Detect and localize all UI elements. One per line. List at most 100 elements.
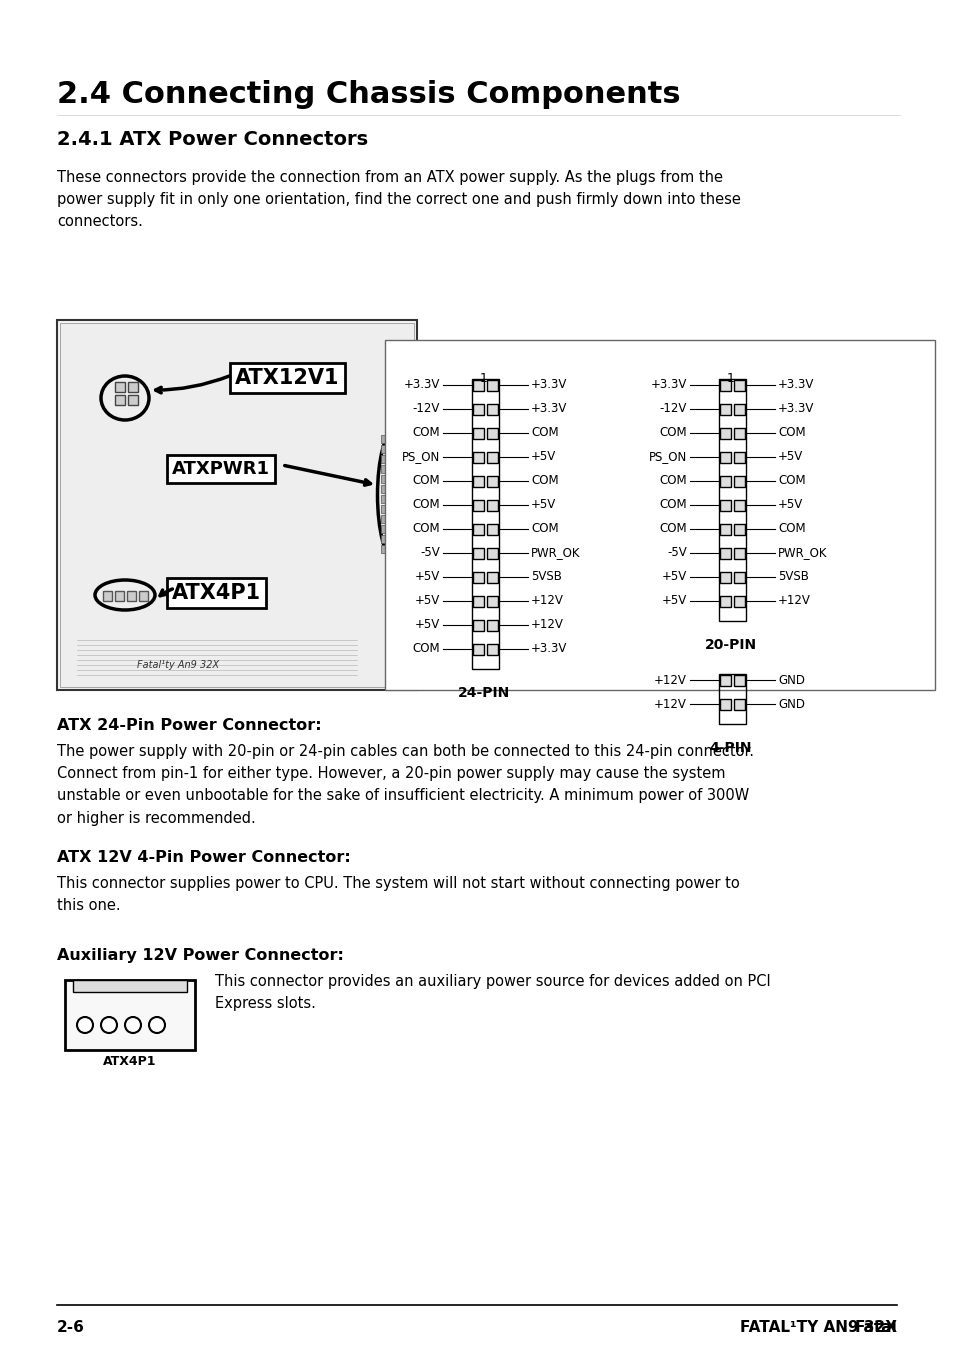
Bar xyxy=(473,429,483,439)
Text: +5V: +5V xyxy=(531,450,556,464)
Text: COM: COM xyxy=(412,499,439,511)
Bar xyxy=(733,675,744,685)
Text: COM: COM xyxy=(659,426,686,439)
Text: +5V: +5V xyxy=(778,450,802,464)
Text: 1: 1 xyxy=(479,372,487,385)
Circle shape xyxy=(149,1017,165,1033)
Text: 2-6: 2-6 xyxy=(57,1320,85,1334)
Bar xyxy=(733,380,744,391)
Text: +12V: +12V xyxy=(778,595,810,607)
Text: ATX4P1: ATX4P1 xyxy=(103,1055,156,1068)
Bar xyxy=(473,572,483,583)
Text: GND: GND xyxy=(778,698,804,711)
Bar xyxy=(390,495,396,503)
Bar xyxy=(486,452,497,462)
Bar xyxy=(486,404,497,415)
Text: -5V: -5V xyxy=(666,546,686,560)
Text: PS_ON: PS_ON xyxy=(401,450,439,464)
Bar xyxy=(733,476,744,487)
Bar xyxy=(720,404,730,415)
Bar xyxy=(733,596,744,607)
Bar xyxy=(720,500,730,511)
Bar xyxy=(486,500,497,511)
Text: +3.3V: +3.3V xyxy=(403,379,439,392)
Text: +5V: +5V xyxy=(415,595,439,607)
Text: +5V: +5V xyxy=(661,571,686,584)
Text: COM: COM xyxy=(531,522,558,535)
Bar xyxy=(390,465,396,473)
Bar xyxy=(486,596,497,607)
Text: FATAL¹TY AN9 32X: FATAL¹TY AN9 32X xyxy=(740,1320,896,1334)
Bar xyxy=(720,452,730,462)
Bar xyxy=(380,515,388,523)
Bar xyxy=(57,320,416,690)
Bar xyxy=(486,572,497,583)
Text: Fatal: Fatal xyxy=(853,1320,896,1334)
Bar xyxy=(733,525,744,535)
Text: 20-PIN: 20-PIN xyxy=(704,638,757,652)
Text: 4-PIN: 4-PIN xyxy=(709,741,752,754)
Text: COM: COM xyxy=(659,499,686,511)
Bar xyxy=(720,572,730,583)
Bar xyxy=(486,429,497,439)
Bar xyxy=(115,395,125,406)
Bar xyxy=(720,476,730,487)
Bar xyxy=(380,445,388,453)
Bar xyxy=(473,380,483,391)
Bar xyxy=(486,476,497,487)
Bar xyxy=(473,452,483,462)
Bar xyxy=(486,525,497,535)
Bar xyxy=(720,596,730,607)
Bar xyxy=(380,435,388,443)
Text: COM: COM xyxy=(778,426,804,439)
Text: Auxiliary 12V Power Connector:: Auxiliary 12V Power Connector: xyxy=(57,948,343,963)
Text: +3.3V: +3.3V xyxy=(531,403,567,415)
Text: This connector supplies power to CPU. The system will not start without connecti: This connector supplies power to CPU. Th… xyxy=(57,876,739,913)
Bar xyxy=(733,452,744,462)
Bar xyxy=(733,548,744,558)
Bar xyxy=(473,548,483,558)
Bar xyxy=(115,383,125,392)
Text: +12V: +12V xyxy=(531,595,563,607)
Bar xyxy=(473,500,483,511)
Bar xyxy=(385,339,934,690)
Text: +3.3V: +3.3V xyxy=(778,379,814,392)
Text: COM: COM xyxy=(531,426,558,439)
Bar xyxy=(473,596,483,607)
Bar xyxy=(720,429,730,439)
Bar xyxy=(380,465,388,473)
Bar xyxy=(733,404,744,415)
Bar xyxy=(486,380,497,391)
Text: 24-PIN: 24-PIN xyxy=(457,685,510,700)
Text: +3.3V: +3.3V xyxy=(778,403,814,415)
Bar xyxy=(128,383,138,392)
Bar xyxy=(473,621,483,631)
Text: ATX 12V 4-Pin Power Connector:: ATX 12V 4-Pin Power Connector: xyxy=(57,850,351,865)
Circle shape xyxy=(77,1017,92,1033)
Bar xyxy=(65,980,194,1051)
Bar xyxy=(720,548,730,558)
Text: -12V: -12V xyxy=(413,403,439,415)
Bar xyxy=(127,591,136,602)
Bar xyxy=(486,644,497,654)
Bar xyxy=(139,591,148,602)
Text: -5V: -5V xyxy=(420,546,439,560)
Bar xyxy=(390,535,396,544)
Bar xyxy=(390,506,396,512)
Text: +12V: +12V xyxy=(654,698,686,711)
Text: COM: COM xyxy=(531,475,558,488)
Bar xyxy=(390,515,396,523)
Bar xyxy=(473,476,483,487)
Text: COM: COM xyxy=(412,475,439,488)
Text: This connector provides an auxiliary power source for devices added on PCI
Expre: This connector provides an auxiliary pow… xyxy=(214,973,770,1011)
Text: COM: COM xyxy=(412,522,439,535)
Text: +12V: +12V xyxy=(654,673,686,687)
Bar xyxy=(380,475,388,483)
Bar xyxy=(472,379,498,669)
Bar xyxy=(390,475,396,483)
Bar xyxy=(380,545,388,553)
Text: COM: COM xyxy=(412,642,439,656)
Bar xyxy=(73,980,187,992)
Text: 2.4.1 ATX Power Connectors: 2.4.1 ATX Power Connectors xyxy=(57,130,368,149)
Bar xyxy=(390,545,396,553)
